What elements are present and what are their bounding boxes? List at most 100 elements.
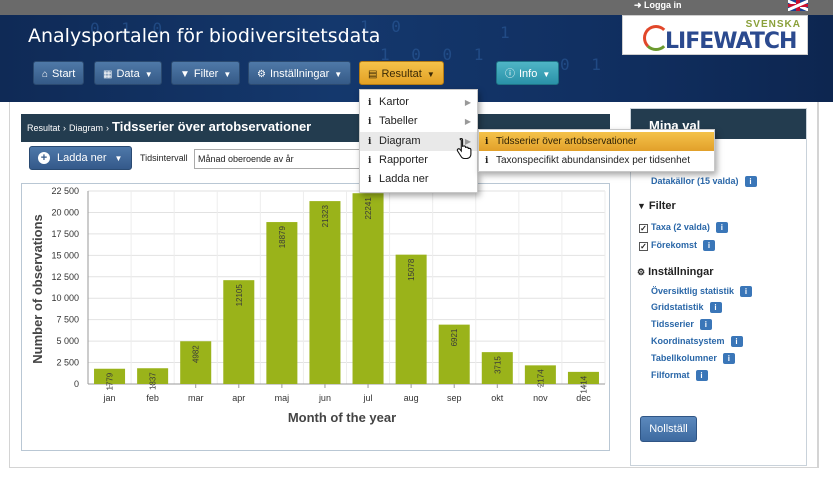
bar-feb[interactable] [137, 368, 169, 384]
chevron-right-icon: ▶ [464, 98, 471, 107]
swirl-logo-icon [643, 25, 669, 51]
info-icon: i [368, 156, 372, 166]
nav-settings-label: Inställningar [269, 68, 330, 80]
bar-jan[interactable] [94, 368, 126, 384]
occurrence-filter-item[interactable]: ✓ Förekomst i [639, 240, 716, 251]
breadcrumb-diagram[interactable]: Diagram [69, 123, 104, 133]
submenu-item-timeseries[interactable]: i Tidsserier över artobservationer [479, 132, 714, 151]
download-label: Ladda ner [57, 152, 107, 164]
settings-link-columns[interactable]: Tabellkolumner i [651, 353, 735, 364]
nav-start-button[interactable]: ⌂ Start [33, 61, 85, 85]
info-icon[interactable]: i [730, 336, 743, 347]
bar-jul[interactable] [352, 193, 384, 384]
submenu-item-label: Tidsserier över artobservationer [496, 136, 637, 147]
nav-settings-button[interactable]: ⚙ Inställningar ▼ [248, 61, 352, 85]
bar-maj[interactable] [266, 222, 298, 384]
uk-flag-icon[interactable] [788, 0, 808, 11]
diagram-submenu: i Tidsserier över artobservationer i Taxon… [478, 129, 715, 172]
nav-data-button[interactable]: ▦ Data ▼ [94, 61, 162, 85]
download-button[interactable]: + Ladda ner ▼ [29, 146, 132, 170]
nav-start-label: Start [52, 68, 76, 80]
settings-link-overview[interactable]: Översiktlig statistik i [651, 286, 753, 297]
submenu-item-abundance[interactable]: i Taxonspecifikt abundansindex per tidsen… [479, 151, 714, 170]
x-tick-label: apr [232, 393, 245, 403]
breadcrumb-resultat[interactable]: Resultat [27, 123, 61, 133]
info-icon[interactable]: i [715, 222, 728, 233]
logo-main-text: LIFEWATCH [665, 29, 797, 54]
chevron-down-icon: ▼ [114, 154, 123, 163]
bar-mar[interactable] [180, 341, 212, 384]
info-icon: i [368, 137, 372, 147]
settings-link-coordinates[interactable]: Koordinatsystem i [651, 336, 743, 347]
info-icon[interactable]: i [740, 286, 753, 297]
nav-info-label: Info [519, 68, 538, 80]
menu-item-tables[interactable]: i Tabeller ▶ [360, 112, 477, 131]
x-tick-label: feb [146, 393, 159, 403]
x-tick-label: nov [533, 393, 548, 403]
settings-link-grid[interactable]: Gridstatistik i [651, 302, 722, 313]
bar-sep[interactable] [438, 324, 470, 384]
settings-link-label: Koordinatsystem [651, 336, 725, 346]
bar-jun[interactable] [309, 201, 341, 384]
settings-title-label: Inställningar [648, 266, 714, 278]
y-tick-label: 22 500 [51, 186, 79, 196]
chevron-right-icon: ▶ [464, 117, 471, 126]
lifewatch-logo[interactable]: SVENSKA LIFEWATCH [622, 15, 808, 55]
taxa-filter-label: Taxa (2 valda) [651, 222, 710, 232]
hand-cursor-icon [456, 137, 472, 159]
info-icon[interactable]: i [703, 240, 716, 251]
info-icon[interactable]: i [722, 353, 735, 364]
y-tick-label: 7 500 [56, 315, 79, 325]
data-sources-link[interactable]: Datakällor (15 valda) i [651, 176, 757, 187]
chevron-down-icon: ▼ [223, 70, 232, 79]
info-icon: i [368, 98, 372, 108]
y-tick-label: 0 [74, 379, 79, 389]
chevron-down-icon: ▼ [144, 70, 153, 79]
info-icon[interactable]: i [744, 176, 757, 187]
settings-link-timeseries[interactable]: Tidsserier i [651, 319, 712, 330]
settings-link-fileformat[interactable]: Filformat i [651, 370, 708, 381]
content-frame [9, 102, 818, 468]
plus-circle-icon: + [38, 152, 50, 164]
info-icon[interactable]: i [709, 302, 722, 313]
x-tick-label: jun [318, 393, 331, 403]
info-icon[interactable]: i [699, 319, 712, 330]
info-icon[interactable]: i [695, 370, 708, 381]
reset-button[interactable]: Nollställ [640, 416, 697, 442]
x-tick-label: jul [363, 393, 373, 403]
bar-aug[interactable] [395, 254, 427, 384]
settings-link-label: Filformat [651, 370, 690, 380]
y-tick-label: 15 000 [51, 250, 79, 260]
nav-info-button[interactable]: ⓘ Info ▼ [496, 61, 560, 85]
bar-dec[interactable] [567, 371, 599, 384]
menu-item-label: Ladda ner [379, 173, 429, 185]
taxa-filter-item[interactable]: ✓ Taxa (2 valda) i [639, 222, 728, 233]
menu-item-diagram[interactable]: i Diagram ▶ [360, 132, 477, 151]
nav-result-button[interactable]: ▤ Resultat ▼ [359, 61, 444, 85]
site-title[interactable]: Analysportalen för biodiversitetsdata [28, 25, 381, 47]
x-tick-label: mar [188, 393, 204, 403]
menu-item-reports[interactable]: i Rapporter [360, 151, 477, 170]
info-icon: i [485, 156, 489, 166]
bar-nov[interactable] [524, 365, 556, 384]
bar-chart: 1779 1837 4982 12105 18879 21323 22241 15078 692… [30, 186, 606, 425]
bar-apr[interactable] [223, 280, 255, 384]
menu-item-download[interactable]: i Ladda ner [360, 170, 477, 189]
home-icon: ⌂ [42, 69, 49, 80]
info-icon: i [368, 117, 372, 127]
menu-item-maps[interactable]: i Kartor ▶ [360, 93, 477, 112]
nav-result-label: Resultat [381, 68, 422, 80]
logo-top-text: SVENSKA [745, 19, 801, 30]
gears-icon: ⚙ [637, 267, 646, 277]
checkbox-checked-icon[interactable]: ✓ [639, 242, 648, 251]
x-tick-label: dec [576, 393, 591, 403]
checkbox-checked-icon[interactable]: ✓ [639, 224, 648, 233]
nav-filter-button[interactable]: ▼ Filter ▼ [171, 61, 241, 85]
x-tick-label: aug [404, 393, 419, 403]
y-axis-label: Number of observations [30, 214, 45, 364]
interval-select[interactable]: Månad oberoende av år [194, 149, 364, 169]
login-link[interactable]: ➜ Logga in [634, 0, 682, 10]
bar-okt[interactable] [481, 352, 513, 384]
menu-item-label: Rapporter [379, 154, 428, 166]
chevron-down-icon: ▼ [542, 70, 551, 79]
